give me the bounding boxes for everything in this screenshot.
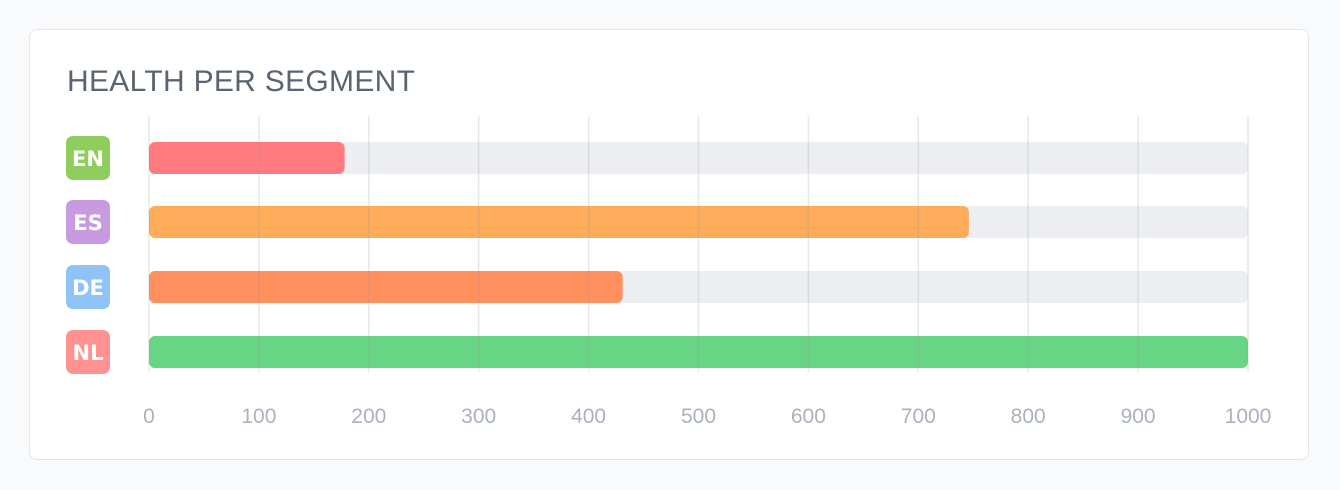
x-tick-label: 400 bbox=[571, 405, 606, 428]
segment-label: DE bbox=[72, 276, 104, 300]
x-tick-label: 200 bbox=[351, 405, 386, 428]
segment-badge-bg bbox=[66, 200, 110, 244]
x-tick-label: 800 bbox=[1011, 405, 1046, 428]
bar-es[interactable] bbox=[149, 206, 969, 238]
segment-label: NL bbox=[73, 341, 104, 365]
x-tick-label: 700 bbox=[901, 405, 936, 428]
segment-badge-es: ES bbox=[66, 200, 110, 244]
health-per-segment-card: HEALTH PER SEGMENT bbox=[29, 29, 1309, 460]
x-tick-label: 600 bbox=[791, 405, 826, 428]
x-tick-label: 900 bbox=[1121, 405, 1156, 428]
segment-label: EN bbox=[72, 147, 104, 171]
segment-badge-en: EN bbox=[66, 136, 110, 180]
x-tick-label: 500 bbox=[681, 405, 716, 428]
bar-track-en bbox=[149, 142, 1248, 174]
card-title: HEALTH PER SEGMENT bbox=[67, 65, 416, 98]
segment-badge-bg bbox=[66, 330, 110, 374]
bar-en[interactable] bbox=[149, 142, 345, 174]
x-tick-label: 1000 bbox=[1225, 405, 1272, 428]
segment-badge-de: DE bbox=[66, 265, 110, 309]
segment-badge-nl: NL bbox=[66, 330, 110, 374]
bar-nl[interactable] bbox=[149, 336, 1248, 368]
bar-de[interactable] bbox=[149, 271, 623, 303]
x-tick-label: 100 bbox=[241, 405, 276, 428]
x-tick-label: 0 bbox=[143, 405, 155, 428]
x-tick-label: 300 bbox=[461, 405, 496, 428]
segment-badge-bg bbox=[66, 136, 110, 180]
segment-badge-bg bbox=[66, 265, 110, 309]
segment-label: ES bbox=[73, 211, 102, 235]
